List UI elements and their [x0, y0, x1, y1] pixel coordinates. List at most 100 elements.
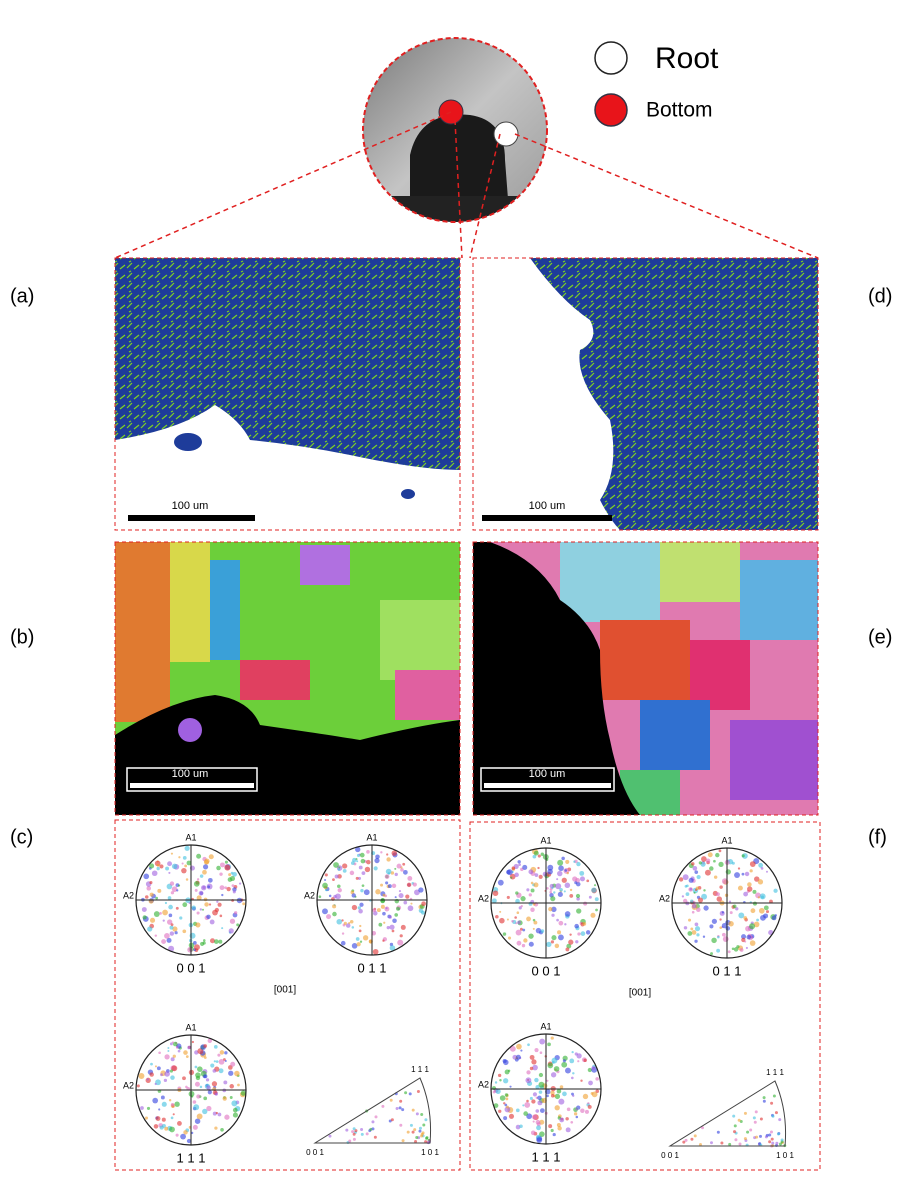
texture-dot	[717, 936, 720, 939]
texture-dot	[164, 1054, 169, 1059]
texture-dot	[526, 1100, 529, 1103]
texture-dot	[223, 1096, 227, 1100]
texture-dot	[719, 885, 722, 888]
texture-dot	[396, 1107, 399, 1110]
pole-figure-label: 1 1 1	[532, 1149, 561, 1164]
texture-dot	[774, 914, 777, 917]
texture-dot	[766, 910, 769, 913]
map-d	[473, 258, 818, 530]
texture-dot	[326, 914, 331, 919]
texture-dot	[744, 941, 746, 943]
axis-label: A2	[659, 893, 670, 903]
texture-dot	[208, 878, 213, 883]
texture-dot	[167, 861, 172, 866]
texture-dot	[526, 1070, 530, 1074]
texture-dot	[171, 1117, 174, 1120]
texture-dot	[546, 887, 548, 889]
root-marker	[494, 122, 518, 146]
texture-dot	[551, 887, 553, 889]
texture-dot	[380, 884, 383, 887]
ipf-corner: 0 0 1	[306, 1148, 324, 1157]
texture-dot	[203, 1096, 207, 1100]
scale-bar-label: 100 um	[172, 500, 209, 512]
texture-dot	[181, 868, 186, 873]
texture-dot	[343, 869, 347, 873]
texture-dot	[180, 1134, 186, 1140]
texture-dot	[366, 850, 370, 854]
texture-dot	[549, 891, 552, 894]
texture-dot	[239, 882, 241, 884]
texture-dot	[587, 1102, 589, 1104]
texture-dot	[374, 858, 379, 863]
texture-dot	[392, 884, 396, 888]
texture-dot	[210, 1063, 214, 1067]
texture-dot	[750, 940, 756, 946]
texture-dot	[551, 1094, 555, 1098]
texture-dot	[558, 865, 564, 871]
texture-dot	[583, 1094, 588, 1099]
texture-dot	[412, 1131, 415, 1134]
texture-dot	[178, 1050, 181, 1053]
texture-dot	[417, 1090, 420, 1093]
texture-dot	[203, 1044, 207, 1048]
texture-dot	[197, 911, 200, 914]
texture-dot	[397, 864, 402, 869]
texture-dot	[516, 930, 522, 936]
texture-dot	[194, 944, 200, 950]
texture-dot	[402, 1139, 405, 1142]
texture-dot	[387, 926, 390, 929]
texture-dot	[399, 1100, 402, 1103]
texture-dot	[683, 899, 687, 903]
texture-dot	[583, 922, 587, 926]
texture-dot	[233, 1113, 238, 1118]
texture-dot	[694, 1134, 697, 1137]
texture-dot	[519, 1124, 523, 1128]
texture-dot	[221, 894, 223, 896]
texture-dot	[322, 883, 328, 889]
texture-dot	[716, 892, 720, 896]
texture-dot	[189, 902, 191, 904]
texture-dot	[230, 876, 235, 881]
texture-dot	[592, 1091, 598, 1097]
texture-dot	[509, 1114, 514, 1119]
texture-dot	[755, 1110, 758, 1113]
texture-dot	[539, 1039, 545, 1045]
texture-dot	[389, 915, 392, 918]
texture-dot	[505, 1093, 508, 1096]
texture-dot	[169, 914, 173, 918]
texture-dot	[380, 851, 382, 853]
texture-dot	[173, 1113, 175, 1115]
texture-dot	[335, 875, 339, 879]
texture-dot	[220, 885, 225, 890]
texture-dot	[755, 1136, 758, 1139]
texture-dot	[690, 1138, 693, 1141]
texture-dot	[722, 933, 726, 937]
texture-dot	[493, 1091, 496, 1094]
texture-dot	[546, 1095, 548, 1097]
texture-dot	[719, 918, 721, 920]
texture-dot	[743, 916, 747, 920]
texture-dot	[203, 1074, 207, 1078]
texture-dot	[221, 927, 223, 929]
texture-dot	[595, 897, 599, 901]
texture-dot	[143, 874, 149, 880]
texture-dot	[550, 896, 555, 901]
texture-dot	[359, 866, 363, 870]
texture-dot	[760, 915, 766, 921]
texture-dot	[709, 924, 713, 928]
texture-dot	[498, 1074, 501, 1077]
texture-dot	[365, 867, 370, 872]
texture-dot	[529, 942, 534, 947]
texture-dot	[512, 866, 516, 870]
texture-dot	[172, 1041, 174, 1043]
legend-bottom: Bottom	[646, 99, 713, 122]
texture-dot	[522, 865, 527, 870]
texture-dot	[760, 1117, 763, 1120]
texture-dot	[209, 854, 214, 859]
texture-dot	[773, 1094, 776, 1097]
texture-dot	[197, 878, 199, 880]
texture-dot	[156, 1116, 161, 1121]
texture-dot	[155, 1083, 157, 1085]
texture-dot	[764, 905, 769, 910]
texture-dot	[563, 1059, 566, 1062]
